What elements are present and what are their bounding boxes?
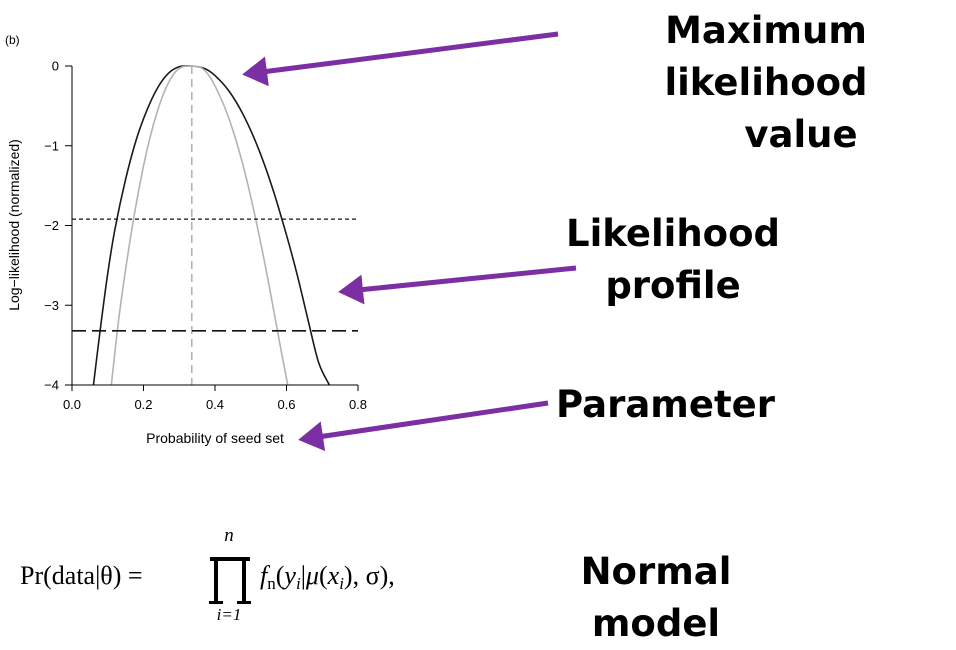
y-tick-label: −3 bbox=[44, 298, 59, 313]
y-tick-label: −2 bbox=[44, 218, 59, 233]
y-tick-label: −1 bbox=[44, 138, 59, 153]
formula-close-paren: ), bbox=[344, 561, 366, 590]
formula-y-sub: i bbox=[296, 574, 301, 593]
y-tick-label: 0 bbox=[52, 59, 59, 74]
x-tick-label: 0.2 bbox=[134, 397, 152, 412]
product-symbol-icon bbox=[209, 557, 251, 604]
formula-sigma: σ bbox=[366, 561, 380, 590]
formula-open-paren-2: ( bbox=[319, 561, 328, 590]
formula-open-paren: ( bbox=[276, 561, 285, 590]
annotation-likelihood-profile-line1: Likelihood bbox=[566, 212, 780, 255]
annotation-parameter: Parameter bbox=[556, 383, 775, 426]
formula-x-sub: i bbox=[339, 574, 344, 593]
formula-lhs: Pr(data|θ) = bbox=[20, 561, 143, 590]
formula-x: x bbox=[327, 561, 340, 590]
formula-rhs: fn(yi|μ(xi), σ), bbox=[260, 561, 395, 593]
x-tick-label: 0.4 bbox=[206, 397, 224, 412]
formula-n-sub: n bbox=[267, 574, 276, 593]
y-tick-label: −4 bbox=[44, 378, 59, 393]
likelihood-curve-black bbox=[92, 65, 331, 385]
formula-mu: μ bbox=[305, 561, 319, 590]
y-axis-label: Log−likelihood (normalized) bbox=[6, 139, 22, 311]
formula-end: ), bbox=[380, 561, 395, 590]
annotation-max-likelihood: Maximum likelihood value bbox=[578, 5, 954, 161]
x-tick-label: 0.8 bbox=[349, 397, 367, 412]
arrow-max-likelihood bbox=[242, 31, 559, 87]
annotation-likelihood-profile: Likelihood profile bbox=[563, 208, 783, 312]
formula-f: f bbox=[260, 561, 271, 590]
x-tick-label: 0.6 bbox=[277, 397, 295, 412]
formula-y: y bbox=[281, 561, 296, 590]
likelihood-chart: (b) 0.0 0.2 0.4 0.6 0.8 0 −1 −2 −3 −4 Probability… bbox=[5, 31, 577, 452]
x-axis-label: Probability of seed set bbox=[146, 430, 284, 446]
formula-bar: | bbox=[301, 561, 306, 590]
formula-product-upper: n bbox=[224, 525, 234, 546]
annotation-likelihood-profile-line2: profile bbox=[605, 264, 741, 307]
annotation-max-likelihood-line1: Maximum likelihood bbox=[664, 9, 868, 104]
panel-label: (b) bbox=[5, 33, 20, 47]
annotation-normal-model: Normal model bbox=[580, 550, 732, 645]
x-tick-label: 0.0 bbox=[63, 397, 81, 412]
likelihood-curve-gray bbox=[110, 65, 289, 385]
formula-product-lower: i=1 bbox=[217, 605, 242, 624]
likelihood-formula: Pr(data|θ) = n i=1 fn(yi|μ(xi), σ), bbox=[18, 525, 478, 625]
arrow-likelihood-profile bbox=[338, 265, 577, 305]
annotation-max-likelihood-line2: value bbox=[744, 113, 858, 156]
arrow-parameter bbox=[298, 400, 549, 452]
